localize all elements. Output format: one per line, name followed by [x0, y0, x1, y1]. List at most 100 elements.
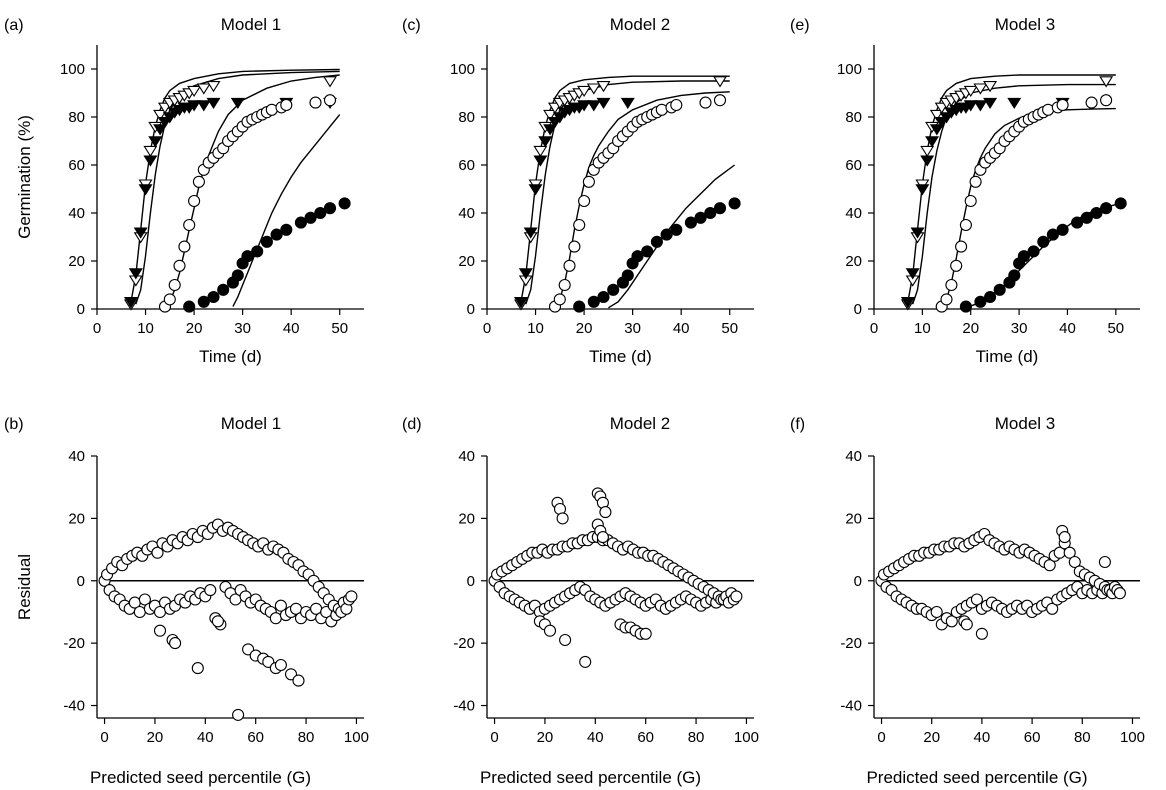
data-point	[187, 85, 202, 98]
data-point	[314, 206, 327, 220]
data-point	[905, 268, 920, 280]
data-point	[1098, 555, 1111, 569]
data-point	[959, 300, 972, 313]
data-point	[196, 83, 211, 95]
data-point	[1068, 555, 1081, 569]
data-point	[1056, 98, 1069, 112]
fitted-curve	[232, 114, 341, 307]
x-tick-label: 20	[537, 729, 554, 746]
data-point	[704, 206, 717, 220]
data-point	[559, 633, 572, 647]
data-point	[345, 590, 358, 603]
data-point	[620, 97, 635, 110]
panel: Model 2 (c) 0 10 20 30 40 50 0 20 40 60 80 100 Time (d…	[402, 15, 754, 366]
data-point	[925, 136, 940, 148]
data-point	[528, 184, 543, 196]
data-point	[983, 97, 998, 110]
panel-title: Model 3	[995, 414, 1055, 433]
data-point	[204, 584, 217, 597]
y-tick-label: 0	[77, 301, 85, 318]
x-tick-label: 0	[483, 320, 491, 337]
data-point	[1071, 216, 1084, 229]
data-point	[280, 98, 293, 112]
data-point	[211, 615, 224, 628]
data-point	[533, 145, 548, 158]
data-point	[900, 297, 915, 309]
y-tick-label: 80	[68, 109, 85, 126]
fitted-curve	[907, 74, 1116, 302]
y-tick-label: 20	[68, 510, 85, 527]
panel: Model 3 (e) 0 10 20 30 40 50 0 20 40 60 80 100 Time (d…	[790, 15, 1140, 366]
y-tick-label: 20	[845, 253, 862, 270]
data-point	[963, 100, 978, 112]
data-point	[596, 531, 609, 544]
data-point	[533, 155, 548, 167]
data-point	[660, 228, 673, 241]
y-tick-label: 40	[68, 448, 85, 465]
y-tick-label: 100	[60, 61, 85, 78]
data-point	[950, 259, 963, 272]
data-point	[251, 245, 264, 258]
fitted-curve	[130, 68, 340, 302]
x-tick-label: 40	[673, 320, 690, 337]
data-point	[207, 290, 220, 304]
fitted-curve	[941, 107, 1116, 307]
y-tick-label: 40	[845, 448, 862, 465]
data-point	[217, 283, 230, 296]
data-point	[670, 98, 683, 112]
y-tick-label: -20	[453, 635, 475, 652]
panel-letter: (b)	[4, 416, 24, 433]
data-point	[230, 97, 245, 110]
data-point	[128, 268, 143, 280]
data-point	[728, 197, 741, 210]
data-point	[577, 100, 592, 112]
x-tick-label: 30	[1011, 320, 1028, 337]
panel-title: Model 3	[995, 15, 1055, 34]
data-point	[983, 81, 998, 93]
x-tick-label: 20	[923, 729, 940, 746]
panel: Model 1 (a) 0 10 20 30 40 50 0 20 40 60 80 100 Time (d…	[4, 15, 364, 366]
data-point	[1007, 97, 1022, 110]
data-point	[920, 145, 935, 158]
y-tick-label: 60	[68, 157, 85, 174]
data-point	[975, 627, 988, 640]
data-point	[1027, 245, 1040, 258]
data-point	[206, 81, 221, 93]
data-point	[974, 295, 987, 308]
x-tick-label: 40	[974, 729, 991, 746]
y-tick-label: 0	[77, 573, 85, 590]
data-point	[1058, 531, 1071, 544]
data-point	[599, 506, 612, 519]
x-axis-label: Time (d)	[199, 347, 262, 366]
data-point	[191, 662, 204, 675]
data-point	[168, 278, 181, 292]
data-point	[543, 124, 558, 136]
data-point	[153, 124, 168, 136]
y-tick-label: 100	[837, 61, 862, 78]
x-axis-label: Predicted seed percentile (G)	[480, 768, 701, 787]
panel-title: Model 1	[221, 414, 281, 433]
y-tick-label: 20	[458, 253, 475, 270]
data-point	[1113, 587, 1126, 600]
y-tick-label: 20	[845, 510, 862, 527]
data-point	[607, 283, 620, 296]
data-point	[513, 297, 528, 309]
data-point	[323, 76, 338, 88]
x-axis-label: Time (d)	[589, 347, 652, 366]
data-point	[684, 216, 697, 229]
x-tick-label: 0	[100, 729, 108, 746]
data-point	[269, 612, 282, 625]
data-point	[945, 278, 958, 292]
y-tick-label: 40	[458, 205, 475, 222]
data-point	[241, 250, 254, 263]
data-point	[940, 293, 953, 306]
data-point	[969, 175, 982, 188]
data-point	[713, 76, 728, 88]
x-tick-label: 10	[137, 320, 154, 337]
panel-title: Model 2	[610, 414, 670, 433]
data-point	[694, 211, 707, 224]
data-point	[232, 708, 245, 721]
data-point	[578, 194, 591, 208]
data-point	[910, 227, 925, 239]
x-tick-label: 30	[234, 320, 251, 337]
